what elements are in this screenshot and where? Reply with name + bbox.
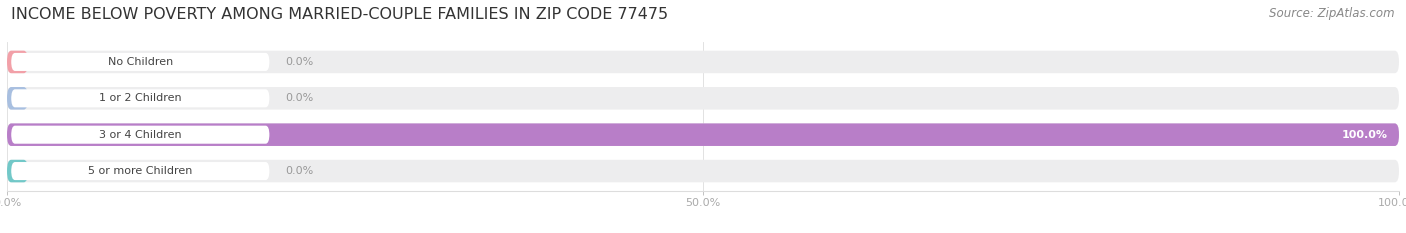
Text: No Children: No Children	[108, 57, 173, 67]
FancyBboxPatch shape	[7, 123, 1399, 146]
FancyBboxPatch shape	[7, 160, 1399, 182]
Text: 100.0%: 100.0%	[1341, 130, 1388, 140]
FancyBboxPatch shape	[7, 51, 28, 73]
FancyBboxPatch shape	[11, 162, 270, 180]
FancyBboxPatch shape	[7, 160, 28, 182]
Text: 3 or 4 Children: 3 or 4 Children	[98, 130, 181, 140]
FancyBboxPatch shape	[7, 87, 28, 110]
FancyBboxPatch shape	[11, 89, 270, 107]
Text: 0.0%: 0.0%	[285, 166, 314, 176]
Text: INCOME BELOW POVERTY AMONG MARRIED-COUPLE FAMILIES IN ZIP CODE 77475: INCOME BELOW POVERTY AMONG MARRIED-COUPL…	[11, 7, 668, 22]
FancyBboxPatch shape	[11, 53, 270, 71]
Text: 0.0%: 0.0%	[285, 57, 314, 67]
FancyBboxPatch shape	[11, 126, 270, 144]
Text: Source: ZipAtlas.com: Source: ZipAtlas.com	[1270, 7, 1395, 20]
Text: 5 or more Children: 5 or more Children	[89, 166, 193, 176]
Text: 0.0%: 0.0%	[285, 93, 314, 103]
Text: 1 or 2 Children: 1 or 2 Children	[98, 93, 181, 103]
FancyBboxPatch shape	[7, 51, 1399, 73]
FancyBboxPatch shape	[7, 123, 1399, 146]
FancyBboxPatch shape	[7, 87, 1399, 110]
